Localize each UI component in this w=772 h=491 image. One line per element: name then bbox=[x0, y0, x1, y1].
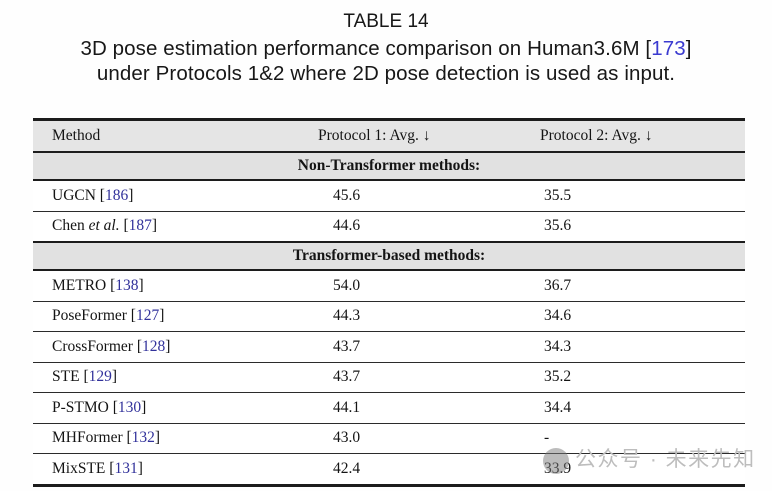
protocol2-value: 33.9 bbox=[540, 453, 745, 486]
cite-bracket-close: ] bbox=[137, 459, 143, 477]
method-cell: MHFormer [132] bbox=[33, 423, 318, 454]
method-cell: STE [129] bbox=[33, 362, 318, 393]
cite-bracket-open: [ bbox=[110, 276, 116, 294]
citation-link-173[interactable]: 173 bbox=[651, 36, 686, 60]
method-name: Chen bbox=[52, 217, 89, 235]
protocol2-value: 35.6 bbox=[540, 211, 745, 243]
protocol2-value: 34.3 bbox=[540, 331, 745, 363]
protocol2-value: 34.6 bbox=[540, 301, 745, 332]
table-row: Chen et al. [187] 44.6 35.6 bbox=[33, 211, 745, 243]
table-row: P-STMO [130] 44.1 34.4 bbox=[33, 392, 745, 424]
method-etal: et al. bbox=[88, 217, 124, 235]
cite-bracket-close: ] bbox=[111, 368, 118, 386]
citation-link-132[interactable]: 132 bbox=[131, 429, 155, 447]
caption-line-2: 3D pose estimation performance compariso… bbox=[0, 36, 772, 62]
cite-bracket-close: ] bbox=[141, 398, 147, 416]
cite-bracket-close: ] bbox=[138, 276, 144, 294]
results-table: Method Protocol 1: Avg. ↓ Protocol 2: Av… bbox=[33, 118, 745, 487]
protocol2-value: 34.4 bbox=[540, 392, 745, 424]
protocol1-value: 45.6 bbox=[318, 180, 540, 212]
method-name: STE bbox=[52, 368, 84, 386]
caption-text-pre: 3D pose estimation performance compariso… bbox=[80, 36, 652, 60]
cite-bracket-open: [ bbox=[112, 398, 118, 416]
table-row: MixSTE [131] 42.4 33.9 bbox=[33, 453, 745, 486]
citation-link-138[interactable]: 138 bbox=[115, 276, 139, 294]
caption-text-post: ] bbox=[685, 36, 692, 60]
cite-bracket-close: ] bbox=[159, 307, 165, 325]
cite-bracket-open: [ bbox=[83, 368, 89, 386]
protocol2-value: - bbox=[540, 423, 745, 454]
protocol1-value: 43.7 bbox=[318, 362, 540, 393]
cite-bracket-open: [ bbox=[126, 429, 132, 447]
table-number: TABLE 14 bbox=[343, 11, 429, 32]
method-name: METRO bbox=[52, 276, 111, 294]
table-row: UGCN [186] 45.6 35.5 bbox=[33, 180, 745, 212]
cite-bracket-close: ] bbox=[154, 429, 161, 447]
citation-link-187[interactable]: 187 bbox=[128, 217, 152, 235]
col-header-protocol2: Protocol 2: Avg. ↓ bbox=[540, 119, 745, 153]
header-row: Method Protocol 1: Avg. ↓ Protocol 2: Av… bbox=[33, 119, 745, 153]
cite-bracket-open: [ bbox=[136, 337, 142, 355]
protocol2-value: 35.5 bbox=[540, 180, 745, 212]
watermark: 公众号 · 未来先知 bbox=[541, 443, 756, 474]
watermark-text: 公众号 · 未来先知 bbox=[575, 448, 756, 471]
citation-link-131[interactable]: 131 bbox=[114, 459, 138, 477]
section-title: Transformer-based methods: bbox=[33, 241, 745, 271]
table-row: STE [129] 43.7 35.2 bbox=[33, 362, 745, 393]
method-name: MHFormer bbox=[52, 429, 127, 447]
cite-bracket-open: [ bbox=[99, 186, 105, 204]
citation-link-186[interactable]: 186 bbox=[104, 186, 129, 204]
watermark-logo-icon bbox=[543, 448, 569, 474]
protocol1-value: 54.0 bbox=[318, 270, 540, 302]
table-row: MHFormer [132] 43.0 - bbox=[33, 423, 745, 454]
method-cell: MixSTE [131] bbox=[33, 453, 318, 486]
method-cell: CrossFormer [128] bbox=[33, 331, 318, 363]
col-header-protocol1: Protocol 1: Avg. ↓ bbox=[318, 119, 540, 153]
cite-bracket-open: [ bbox=[130, 307, 136, 325]
method-cell: UGCN [186] bbox=[33, 180, 318, 212]
protocol2-value: 36.7 bbox=[540, 270, 745, 302]
table-row: METRO [138] 54.0 36.7 bbox=[33, 270, 745, 302]
citation-link-130[interactable]: 130 bbox=[117, 398, 142, 416]
cite-bracket-close: ] bbox=[165, 337, 171, 355]
cite-bracket-open: [ bbox=[123, 217, 129, 235]
method-name: CrossFormer bbox=[52, 337, 137, 355]
citation-link-127[interactable]: 127 bbox=[135, 307, 160, 325]
section-title: Non-Transformer methods: bbox=[33, 151, 745, 181]
method-cell: Chen et al. [187] bbox=[33, 211, 318, 243]
method-cell: PoseFormer [127] bbox=[33, 301, 318, 332]
protocol1-value: 44.6 bbox=[318, 211, 540, 243]
col-header-method: Method bbox=[33, 119, 318, 153]
cite-bracket-close: ] bbox=[151, 217, 158, 235]
protocol1-value: 42.4 bbox=[318, 453, 540, 486]
table-row: PoseFormer [127] 44.3 34.6 bbox=[33, 301, 745, 332]
section-row-transformer: Transformer-based methods: bbox=[33, 241, 745, 271]
method-name: MixSTE bbox=[52, 459, 110, 477]
protocol1-value: 43.7 bbox=[318, 331, 540, 363]
method-cell: P-STMO [130] bbox=[33, 392, 318, 424]
caption-line-3: under Protocols 1&2 where 2D pose detect… bbox=[96, 62, 676, 86]
table-row: CrossFormer [128] 43.7 34.3 bbox=[33, 331, 745, 363]
method-name: P-STMO bbox=[52, 398, 113, 416]
cite-bracket-open: [ bbox=[109, 459, 115, 477]
method-name: PoseFormer bbox=[52, 307, 131, 325]
cite-bracket-close: ] bbox=[128, 186, 134, 204]
protocol1-value: 43.0 bbox=[318, 423, 540, 454]
protocol2-value: 35.2 bbox=[540, 362, 745, 393]
table-caption: TABLE 14 3D pose estimation performance … bbox=[0, 9, 772, 87]
citation-link-128[interactable]: 128 bbox=[142, 337, 166, 355]
method-cell: METRO [138] bbox=[33, 270, 318, 302]
method-name: UGCN bbox=[52, 186, 100, 204]
protocol1-value: 44.3 bbox=[318, 301, 540, 332]
citation-link-129[interactable]: 129 bbox=[88, 368, 112, 386]
protocol1-value: 44.1 bbox=[318, 392, 540, 424]
section-row-non-transformer: Non-Transformer methods: bbox=[33, 151, 745, 181]
